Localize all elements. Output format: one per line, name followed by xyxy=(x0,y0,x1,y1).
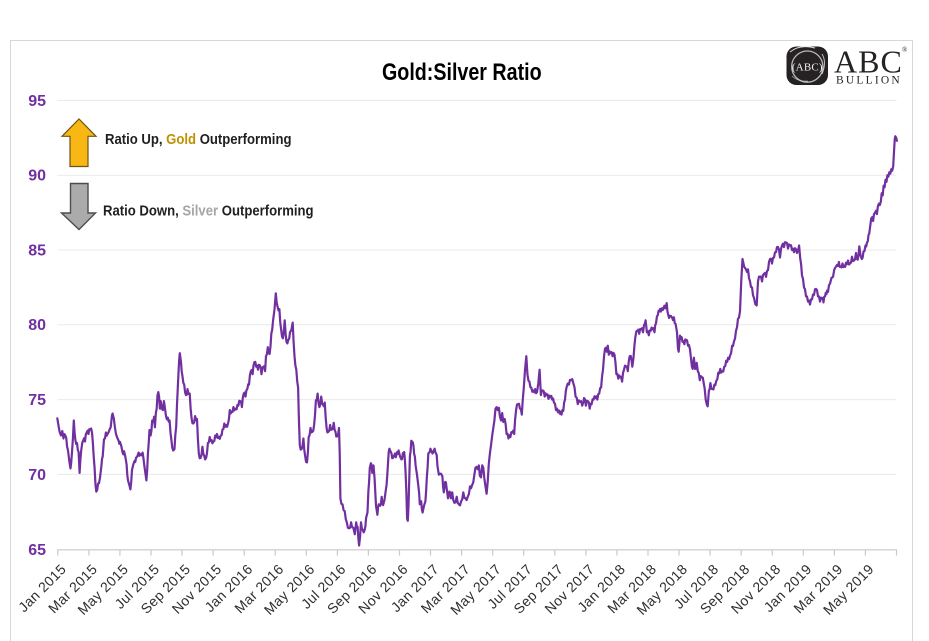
svg-text:BULLION: BULLION xyxy=(836,75,902,87)
svg-text:70: 70 xyxy=(28,467,46,484)
svg-text:90: 90 xyxy=(28,168,46,185)
svg-text:(ABC): (ABC) xyxy=(792,62,823,74)
svg-text:75: 75 xyxy=(28,392,46,409)
svg-text:Ratio Down, Silver Outperformi: Ratio Down, Silver Outperforming xyxy=(103,202,314,219)
svg-text:®: ® xyxy=(902,46,908,54)
svg-text:80: 80 xyxy=(28,317,46,334)
svg-text:95: 95 xyxy=(28,93,46,110)
svg-text:ABC: ABC xyxy=(834,44,903,80)
svg-text:Ratio Up, Gold Outperforming: Ratio Up, Gold Outperforming xyxy=(105,130,291,147)
svg-text:65: 65 xyxy=(28,542,46,559)
svg-text:85: 85 xyxy=(28,242,46,259)
